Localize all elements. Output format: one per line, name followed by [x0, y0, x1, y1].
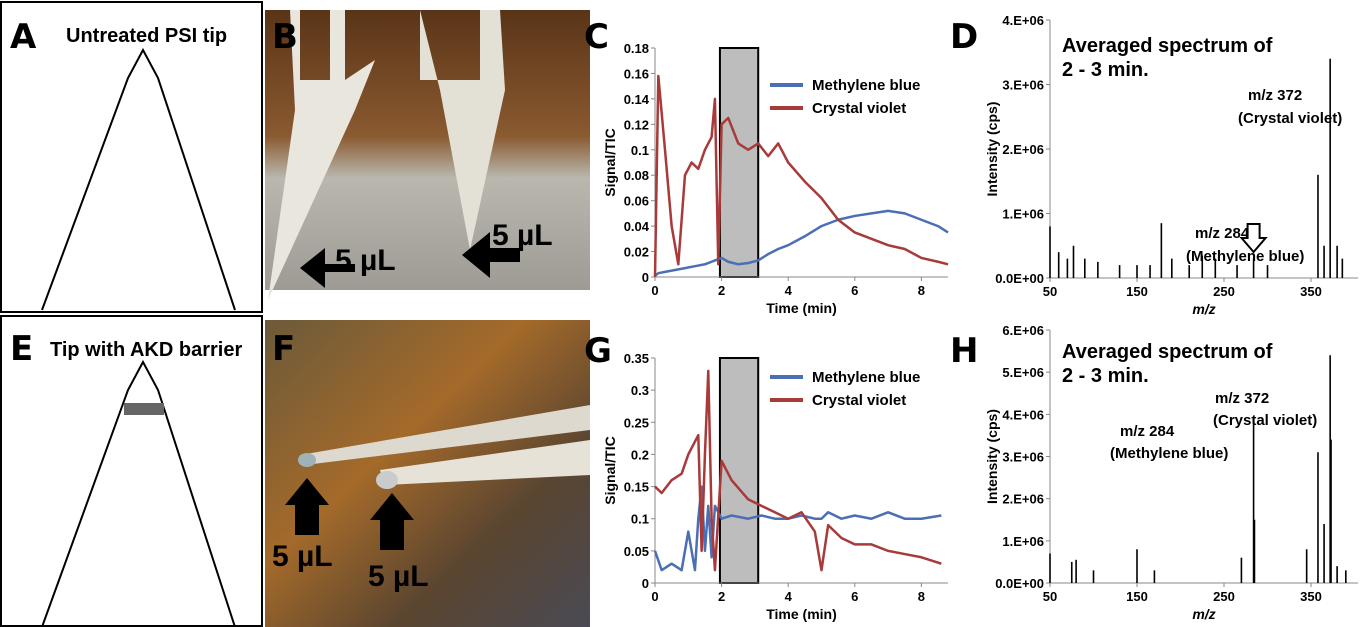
panel-frame — [1, 2, 262, 312]
x-axis-label: Time (min) — [766, 300, 837, 316]
panel-frame — [1, 316, 262, 626]
annotation: m/z 284 — [1120, 423, 1175, 440]
series-line — [655, 211, 948, 276]
y-tick-label: 2.E+06 — [1002, 142, 1044, 157]
x-tick-label: 2 — [718, 589, 725, 604]
legend-label: Crystal violet — [812, 100, 906, 117]
y-axis-label: Signal/TIC — [602, 128, 618, 196]
volume-label: 5 µL — [492, 219, 553, 252]
x-tick-label: 8 — [918, 283, 925, 298]
x-tick-label: 2 — [718, 283, 725, 298]
x-tick-label: 150 — [1126, 589, 1148, 604]
y-tick-label: 0.2 — [631, 447, 649, 462]
annotation: 2 - 3 min. — [1062, 59, 1149, 81]
figure: A Untreated PSI tip E Tip with AKD barri… — [0, 0, 1361, 627]
droplet — [376, 471, 398, 489]
y-tick-label: 4.E+06 — [1002, 13, 1044, 28]
annotation: 2 - 3 min. — [1062, 365, 1149, 387]
y-tick-label: 1.E+06 — [1002, 534, 1044, 549]
panel-letter: A — [10, 17, 37, 57]
x-tick-label: 50 — [1043, 589, 1057, 604]
y-tick-label: 0.0E+00 — [995, 576, 1044, 591]
annotation: (Methylene blue) — [1186, 248, 1304, 265]
y-tick-label: 0.25 — [624, 415, 649, 430]
panel-letter: F — [272, 329, 295, 369]
panel-letter: B — [272, 17, 298, 57]
annotation: Averaged spectrum of — [1062, 341, 1273, 363]
x-tick-label: 6 — [851, 283, 858, 298]
highlight-region — [720, 48, 758, 277]
y-tick-label: 0.0E+00 — [995, 271, 1044, 286]
y-tick-label: 0 — [642, 576, 649, 591]
droplet — [298, 453, 316, 467]
y-axis-label: Intensity (cps) — [984, 102, 1000, 197]
y-tick-label: 0.02 — [624, 245, 649, 260]
x-tick-label: 4 — [785, 589, 793, 604]
y-tick-label: 3.E+06 — [1002, 78, 1044, 93]
x-tick-label: 0 — [651, 589, 658, 604]
y-tick-label: 5.E+06 — [1002, 365, 1044, 380]
x-tick-label: 150 — [1126, 284, 1148, 299]
x-tick-label: 350 — [1300, 589, 1322, 604]
x-tick-label: 50 — [1043, 284, 1057, 299]
panel-letter: D — [950, 17, 978, 57]
y-tick-label: 0.3 — [631, 383, 649, 398]
x-axis-label: m/z — [1192, 606, 1215, 622]
annotation: (Crystal violet) — [1238, 110, 1342, 127]
legend-label: Methylene blue — [812, 369, 920, 386]
annotation: Averaged spectrum of — [1062, 35, 1273, 57]
volume-label: 5 µL — [368, 560, 429, 593]
x-tick-label: 8 — [918, 589, 925, 604]
y-tick-label: 0.06 — [624, 194, 649, 209]
y-tick-label: 3.E+06 — [1002, 450, 1044, 465]
y-tick-label: 0.1 — [631, 143, 649, 158]
panel-letter: H — [950, 331, 978, 371]
annotation: (Crystal violet) — [1213, 412, 1317, 429]
y-tick-label: 0.35 — [624, 351, 649, 366]
x-tick-label: 6 — [851, 589, 858, 604]
annotation: (Methylene blue) — [1110, 445, 1228, 462]
y-tick-label: 0.16 — [624, 66, 649, 81]
y-tick-label: 6.E+06 — [1002, 323, 1044, 338]
x-tick-label: 250 — [1213, 589, 1235, 604]
legend-label: Crystal violet — [812, 392, 906, 409]
y-tick-label: 0.1 — [631, 512, 649, 527]
x-tick-label: 0 — [651, 283, 658, 298]
annotation: m/z 372 — [1248, 87, 1302, 104]
y-tick-label: 0.15 — [624, 480, 649, 495]
x-axis-label: Time (min) — [766, 606, 837, 622]
panel-letter: E — [10, 329, 33, 369]
y-tick-label: 0.18 — [624, 41, 649, 56]
y-tick-label: 0 — [642, 270, 649, 285]
panel-letter: C — [584, 17, 609, 57]
panel-letter: G — [584, 331, 612, 371]
y-tick-label: 0.05 — [624, 544, 649, 559]
y-tick-label: 0.04 — [624, 219, 650, 234]
panel-title: Tip with AKD barrier — [50, 339, 242, 361]
akd-barrier — [124, 403, 164, 415]
y-axis-label: Intensity (cps) — [984, 409, 1000, 504]
y-axis-label: Signal/TIC — [602, 436, 618, 504]
y-tick-label: 0.08 — [624, 168, 649, 183]
x-tick-label: 350 — [1300, 284, 1322, 299]
volume-label: 5 µL — [335, 244, 396, 277]
y-tick-label: 0.12 — [624, 117, 649, 132]
x-tick-label: 4 — [785, 283, 793, 298]
y-tick-label: 0.14 — [624, 92, 650, 107]
panel-title: Untreated PSI tip — [66, 25, 227, 47]
x-axis-label: m/z — [1192, 301, 1215, 317]
annotation: m/z 372 — [1215, 390, 1269, 407]
y-tick-label: 1.E+06 — [1002, 207, 1044, 222]
legend-label: Methylene blue — [812, 77, 920, 94]
volume-label: 5 µL — [272, 540, 333, 573]
y-tick-label: 2.E+06 — [1002, 492, 1044, 507]
y-tick-label: 4.E+06 — [1002, 407, 1044, 422]
series-line — [655, 487, 941, 571]
x-tick-label: 250 — [1213, 284, 1235, 299]
